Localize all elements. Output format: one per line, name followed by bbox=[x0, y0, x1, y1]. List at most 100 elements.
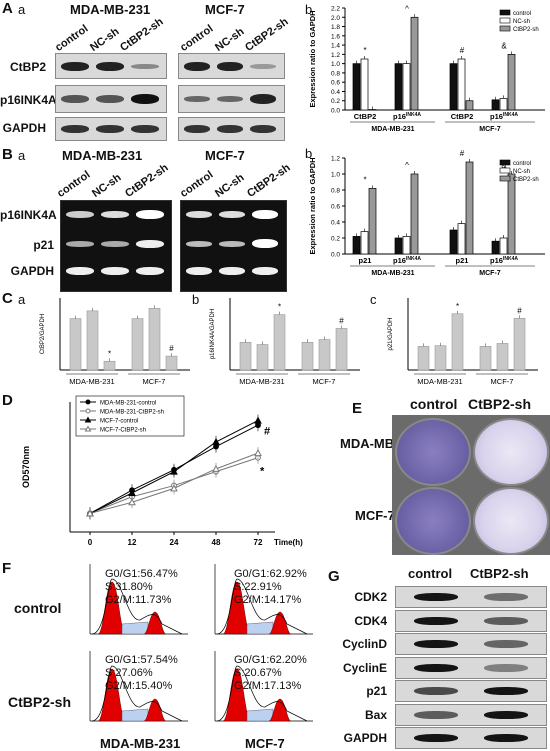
bar bbox=[273, 314, 286, 371]
gel-row-label: p16INK4A bbox=[0, 208, 57, 222]
bar bbox=[402, 63, 411, 111]
colony-dish bbox=[395, 487, 471, 555]
legend-label: NC-sh bbox=[513, 19, 530, 25]
legend-label: CtBP2-sh bbox=[513, 27, 539, 33]
bar bbox=[165, 355, 178, 371]
significance-mark: # bbox=[339, 316, 344, 325]
panel-label-b: B bbox=[2, 146, 13, 163]
histogram-outline bbox=[91, 665, 183, 722]
bar bbox=[86, 310, 99, 371]
significance-mark: ^ bbox=[405, 4, 409, 13]
bar bbox=[352, 63, 361, 111]
legend-swatch bbox=[499, 167, 511, 174]
data-point bbox=[128, 488, 136, 496]
blot-a-mda-gapdh bbox=[55, 117, 167, 141]
legend-label: MDA-MB-231-control bbox=[100, 401, 156, 407]
legend-label: MCF-7-CtBP2-sh bbox=[100, 428, 146, 434]
x-axis-label: Time(h) bbox=[274, 538, 303, 547]
lane-label-ctbp2sh: CtBP2-sh bbox=[123, 161, 171, 200]
protein-band bbox=[414, 734, 458, 742]
g-row-label: Bax bbox=[364, 707, 387, 722]
colony-dish bbox=[473, 418, 549, 486]
lane-label-ctbp2sh: CtBP2-sh bbox=[245, 161, 293, 200]
y-tick-label: 0.4 bbox=[331, 220, 340, 227]
bar bbox=[352, 236, 361, 255]
y-tick-label: 1.2 bbox=[331, 156, 340, 163]
blot-a-mda-p16 bbox=[55, 85, 167, 113]
blot-row-label: GAPDH bbox=[2, 121, 46, 135]
data-point bbox=[170, 467, 178, 475]
protein-band bbox=[414, 593, 458, 601]
chart-a-b: 0.0 0.2 0.4 0.6 0.8 1.0 1.2 1.4 1.6 1.8 2.0 2.2 Expr… bbox=[308, 4, 545, 133]
group-label: MDA-MB-231 bbox=[417, 377, 462, 386]
group-label: MCF-7 bbox=[479, 126, 500, 133]
protein-band bbox=[484, 616, 528, 625]
bar bbox=[449, 63, 458, 111]
blot-a-title-mcf: MCF-7 bbox=[205, 2, 245, 17]
y-tick-label: 2.2 bbox=[331, 6, 340, 13]
gel-row-label: p21 bbox=[33, 238, 54, 252]
data-point bbox=[254, 416, 262, 424]
y-tick-label: 0.2 bbox=[331, 98, 340, 105]
gel-b-title-mda: MDA-MB-231 bbox=[62, 148, 143, 163]
significance-mark: # bbox=[169, 344, 174, 353]
blot-a-mcf-gapdh bbox=[178, 117, 285, 141]
y-tick-label: 1.2 bbox=[331, 52, 340, 59]
histogram-outline bbox=[216, 665, 308, 722]
f-col-mcf: MCF-7 bbox=[245, 736, 285, 751]
blot-a-mda-ctbp2 bbox=[55, 53, 167, 79]
lane-label-ncsh: NC-sh bbox=[213, 171, 247, 200]
blot-row-label: CtBP2 bbox=[9, 60, 46, 74]
significance-mark: * bbox=[278, 303, 281, 312]
lane-label-control: control bbox=[178, 168, 216, 200]
x-tick-label: 12 bbox=[128, 538, 137, 547]
histogram-outline bbox=[91, 578, 183, 635]
histogram-outline bbox=[216, 578, 308, 635]
protein-band bbox=[484, 687, 528, 695]
f-row-ctbp2sh: CtBP2-sh bbox=[8, 694, 72, 710]
significance-mark: * bbox=[456, 302, 459, 311]
x-tick-label: p21 bbox=[456, 256, 469, 265]
sublabel-b-b: b bbox=[305, 146, 313, 161]
bar bbox=[499, 98, 508, 111]
data-point bbox=[86, 509, 94, 517]
bar bbox=[499, 237, 508, 255]
legend-swatch bbox=[499, 17, 511, 24]
bar bbox=[465, 100, 474, 111]
e-row-mcf: MCF-7 bbox=[355, 508, 395, 523]
colony-plate-panel bbox=[392, 415, 550, 555]
y-axis-label: Expression ratio to GAPDH bbox=[308, 157, 317, 254]
legend-box bbox=[75, 395, 185, 437]
g-blot-strip bbox=[395, 727, 547, 749]
legend-label: MDA-MB-231-CtBP2-sh bbox=[100, 410, 164, 416]
protein-band bbox=[414, 663, 458, 672]
protein-band bbox=[484, 734, 528, 742]
f-col-mda: MDA-MB-231 bbox=[100, 736, 181, 751]
cycle-stats: G0/G1:57.54% S:27.06% G2/M:15.40% bbox=[105, 654, 178, 692]
bar bbox=[402, 236, 411, 255]
y-tick-label: 0.8 bbox=[331, 70, 340, 77]
bar bbox=[410, 16, 419, 111]
g-row-label: p21 bbox=[366, 684, 387, 698]
significance-mark: & bbox=[501, 161, 507, 170]
chart-d: OD570nm 0 12 24 48 72 Time(h) MDA-MB-231-contro… bbox=[21, 395, 303, 547]
legend-marker bbox=[85, 399, 91, 405]
panel-label-e: E bbox=[352, 400, 363, 417]
protein-band bbox=[484, 663, 528, 672]
y-axis-label: OD570nm bbox=[21, 446, 31, 488]
bar bbox=[131, 318, 144, 371]
y-tick-label: 1.8 bbox=[331, 24, 340, 31]
lane-label-control: control bbox=[53, 22, 91, 54]
blot-a-mcf-p16 bbox=[178, 85, 285, 113]
g2m-peak bbox=[143, 611, 167, 635]
lane-label-ctbp2sh: CtBP2-sh bbox=[243, 15, 291, 54]
panel-label-c: C bbox=[2, 290, 13, 307]
s-phase-fill bbox=[121, 708, 149, 722]
bar bbox=[491, 99, 500, 111]
bar bbox=[368, 188, 377, 255]
protein-band bbox=[414, 640, 458, 648]
y-tick-label: 1.0 bbox=[331, 61, 340, 68]
x-tick-label: 48 bbox=[212, 538, 221, 547]
panel-label-a: A bbox=[2, 0, 13, 17]
bar bbox=[507, 173, 516, 255]
